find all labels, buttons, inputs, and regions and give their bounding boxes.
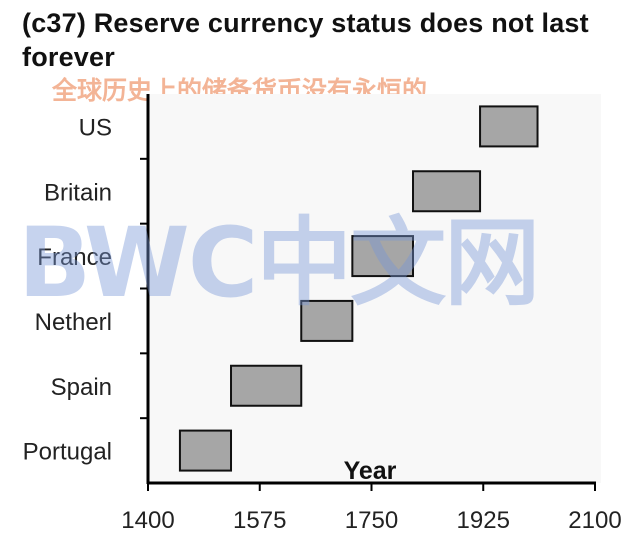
bar-spain <box>230 364 303 407</box>
x-tick-label: 1750 <box>345 507 398 534</box>
category-label: US <box>79 114 112 141</box>
plot-background <box>148 94 601 483</box>
category-label: Spain <box>51 374 112 401</box>
x-tick-label: 1925 <box>457 507 510 534</box>
x-tick-label: 2100 <box>568 507 621 534</box>
category-label: Portugal <box>23 439 112 466</box>
bar-france <box>351 235 415 278</box>
x-axis-label: Year <box>344 457 397 485</box>
category-label: Britain <box>44 179 112 206</box>
bar-britain <box>412 170 482 213</box>
bar-portugal <box>178 429 233 472</box>
chart-title: (c37) Reserve currency status does not l… <box>22 8 589 72</box>
category-label: Netherl <box>35 309 112 336</box>
category-label: France <box>37 244 112 271</box>
bar-netherl <box>300 299 354 342</box>
x-tick-label: 1400 <box>121 507 174 534</box>
bar-us <box>479 105 539 148</box>
x-tick-label: 1575 <box>233 507 286 534</box>
